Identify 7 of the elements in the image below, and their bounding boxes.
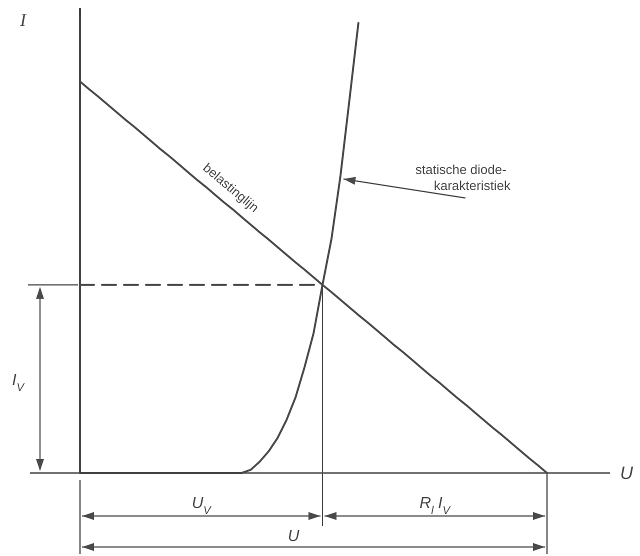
text: U$_{V}$ xyxy=(192,495,212,517)
text: R$_{l}$ I$_{V}$ xyxy=(420,495,452,517)
y-axis-title: I xyxy=(19,10,27,30)
text: U xyxy=(288,528,300,545)
x-axis-title: U xyxy=(620,463,634,483)
text: I$_{V}$ xyxy=(12,372,26,394)
text: statische diode-karakteristiek xyxy=(415,162,511,193)
